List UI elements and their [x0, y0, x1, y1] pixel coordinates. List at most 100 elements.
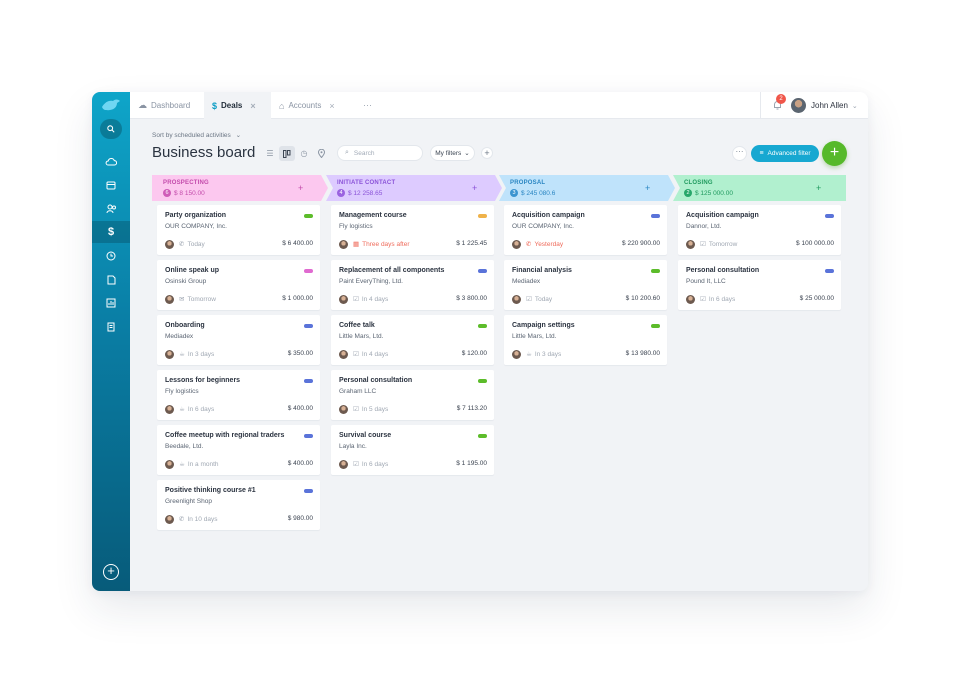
deal-title: Personal consultation [686, 267, 760, 274]
add-deal-stage-button[interactable]: + [472, 183, 478, 193]
deal-card[interactable]: Personal consultation Pound It, LLC ☑ In 6 … [678, 260, 841, 310]
add-deal-button[interactable]: + [822, 141, 847, 166]
timeline-view-icon[interactable]: ◷ [300, 149, 308, 158]
deal-card[interactable]: Acquisition campaign Dannor, Ltd. ☑ Tomorro… [678, 205, 841, 255]
deal-value: $ 1 000.00 [282, 295, 313, 302]
stage-name: PROPOSAL [510, 180, 546, 186]
sidebar-item-dashboard[interactable] [92, 150, 130, 172]
deal-card[interactable]: Personal consultation Graham LLC ☑ In 5 day… [331, 370, 494, 420]
deal-activity[interactable]: ☑ In 4 days [353, 295, 388, 303]
deal-title: Management course [339, 212, 407, 219]
user-menu[interactable]: 2 John Allen ⌄ [760, 92, 868, 119]
deal-activity[interactable]: ✆ Today [179, 240, 205, 248]
sidebar-item-calendar[interactable] [92, 174, 130, 196]
close-icon[interactable]: × [250, 100, 256, 111]
deal-company: OUR COMPANY, Inc. [512, 223, 574, 230]
deal-card[interactable]: Coffee meetup with regional traders Beeda… [157, 425, 320, 475]
more-options-button[interactable]: ··· [732, 146, 747, 161]
sidebar-item-documents[interactable] [92, 269, 130, 291]
bell-icon[interactable]: 2 [773, 93, 786, 112]
add-deal-stage-button[interactable]: + [298, 183, 304, 193]
add-icon[interactable]: + [103, 564, 119, 580]
deal-activity[interactable]: ☑ In 5 days [353, 405, 388, 413]
board-view-icon[interactable] [279, 146, 295, 161]
sidebar-item-reports[interactable] [92, 292, 130, 314]
avatar [512, 240, 521, 249]
deal-card[interactable]: Party organization OUR COMPANY, Inc. ✆ Toda… [157, 205, 320, 255]
avatar [339, 295, 348, 304]
deal-value: $ 120.00 [461, 350, 487, 357]
deal-activity[interactable]: ▦ Three days after [353, 240, 409, 248]
deal-value: $ 10 200.60 [625, 295, 660, 302]
deal-activity[interactable]: ☕ In a month [179, 460, 219, 468]
logo-icon[interactable] [100, 98, 122, 112]
deal-card[interactable]: Financial analysis Mediadex ☑ Today $ 10 200… [504, 260, 667, 310]
deal-title: Acquisition campaign [686, 212, 759, 219]
add-deal-stage-button[interactable]: + [816, 183, 822, 193]
deal-activity[interactable]: ☕ In 3 days [179, 350, 214, 358]
search-input[interactable]: ⌕ Search [337, 145, 423, 161]
deal-activity[interactable]: ☕ In 6 days [179, 405, 214, 413]
deal-activity[interactable]: ☕ In 3 days [526, 350, 561, 358]
deal-activity[interactable]: ☑ Today [526, 295, 552, 303]
close-icon[interactable]: × [329, 100, 335, 111]
deal-activity[interactable]: ✉ Tomorrow [179, 295, 216, 303]
deal-activity[interactable]: ☑ Tomorrow [700, 240, 737, 248]
sidebar-item-contacts[interactable] [92, 198, 130, 220]
deal-card[interactable]: Coffee talk Little Mars, Ltd. ☑ In 4 days $ … [331, 315, 494, 365]
sort-dropdown[interactable]: Sort by scheduled activities ⌄ [152, 131, 241, 139]
invoice-icon [107, 322, 115, 332]
deal-card[interactable]: Positive thinking course #1 Greenlight Sh… [157, 480, 320, 530]
deal-company: Little Mars, Ltd. [512, 333, 557, 340]
deal-card[interactable]: Survival course Layla Inc. ☑ In 6 days $ 1 1… [331, 425, 494, 475]
deal-company: Layla Inc. [339, 443, 367, 450]
list-view-icon[interactable]: ☰ [266, 149, 274, 158]
sort-label: Sort by scheduled activities [152, 132, 231, 139]
search-icon[interactable] [100, 119, 122, 139]
deal-tag [304, 434, 313, 438]
deal-tag [304, 324, 313, 328]
deal-activity[interactable]: ✆ Yesterday [526, 240, 563, 248]
deal-company: Fly logistics [339, 223, 373, 230]
deal-card[interactable]: Acquisition campaign OUR COMPANY, Inc. ✆ Ye… [504, 205, 667, 255]
sidebar-item-activities[interactable] [92, 245, 130, 267]
deal-tag [304, 269, 313, 273]
tab-accounts[interactable]: ⌂ Accounts × [271, 92, 353, 119]
deal-tag [478, 269, 487, 273]
deal-company: Pound It, LLC [686, 278, 726, 285]
advanced-filter-button[interactable]: ≡ Advanced filter [751, 145, 819, 162]
my-filters-dropdown[interactable]: My filters ⌄ [430, 145, 475, 161]
add-filter-button[interactable]: + [481, 147, 493, 159]
add-deal-stage-button[interactable]: + [645, 183, 651, 193]
deal-card[interactable]: Campaign settings Little Mars, Ltd. ☕ In 3 … [504, 315, 667, 365]
avatar [339, 460, 348, 469]
deal-card[interactable]: Lessons for beginners Fly logistics ☕ In 6 … [157, 370, 320, 420]
deal-title: Survival course [339, 432, 392, 439]
more-tabs-icon[interactable]: ··· [363, 100, 372, 110]
deal-activity[interactable]: ☑ In 4 days [353, 350, 388, 358]
deal-activity[interactable]: ☑ In 6 days [353, 460, 388, 468]
deal-tag [825, 269, 834, 273]
deal-card[interactable]: Onboarding Mediadex ☕ In 3 days $ 350.00 [157, 315, 320, 365]
avatar [791, 98, 806, 113]
sidebar-item-deals[interactable]: $ [92, 221, 130, 243]
stage-header: PROPOSAL 3 $ 245 080.6 + [499, 175, 675, 201]
tab-dashboard[interactable]: ☁ Dashboard [130, 92, 204, 119]
deal-value: $ 6 400.00 [282, 240, 313, 247]
deal-value: $ 7 113.20 [456, 405, 487, 412]
sidebar-item-invoices[interactable] [92, 316, 130, 338]
phone-icon: ✆ [179, 241, 185, 248]
clock-icon [106, 251, 116, 261]
deal-company: Paint EveryThing, Ltd. [339, 278, 403, 285]
deal-card[interactable]: Online speak up Osinski Group ✉ Tomorrow $ 1… [157, 260, 320, 310]
map-view-icon[interactable] [313, 146, 329, 161]
chart-icon [106, 298, 116, 308]
tab-deals[interactable]: $ Deals × [204, 92, 271, 119]
stage-header: PROSPECTING 6 $ 8 150.00 + [152, 175, 328, 201]
stage-amount-value: $ 8 150.00 [174, 189, 205, 197]
search-icon: ⌕ [345, 149, 349, 156]
deal-activity[interactable]: ✆ In 10 days [179, 515, 217, 523]
deal-card[interactable]: Management course Fly logistics ▦ Three day… [331, 205, 494, 255]
deal-activity[interactable]: ☑ In 6 days [700, 295, 735, 303]
deal-card[interactable]: Replacement of all components Paint Every… [331, 260, 494, 310]
